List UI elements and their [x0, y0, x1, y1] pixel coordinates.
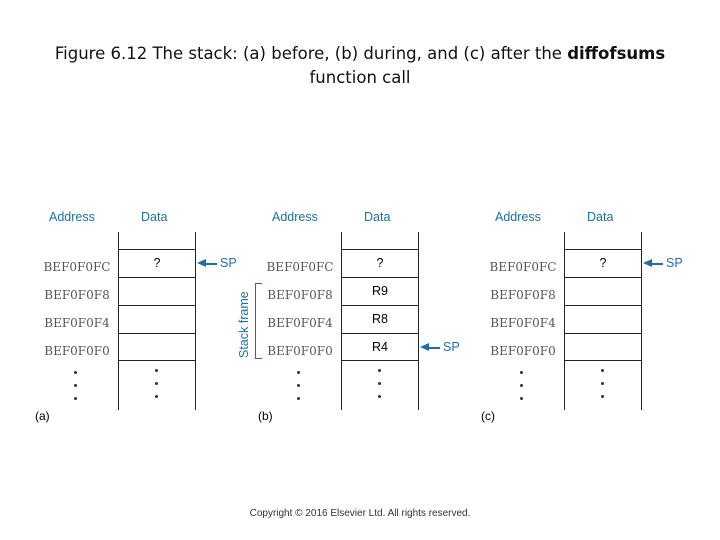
address-header: Address — [49, 210, 95, 224]
address-cell: BEF0F0F8 — [267, 288, 333, 302]
sp-arrowhead — [420, 343, 429, 351]
ellipsis-dot — [601, 395, 604, 398]
sp-arrow — [649, 263, 663, 265]
ellipsis-dot — [297, 371, 300, 374]
address-cell: BEF0F0FC — [43, 260, 111, 274]
ellipsis-dot — [155, 369, 158, 372]
sp-arrowhead — [643, 259, 652, 267]
sp-label: SP — [220, 256, 237, 270]
data-cell: R8 — [342, 305, 418, 333]
ellipsis-dot — [74, 397, 77, 400]
title-prefix: Figure 6.12 The stack: (a) before, (b) d… — [54, 44, 568, 63]
address-cell: BEF0F0F4 — [44, 316, 110, 330]
address-cell: BEF0F0F0 — [490, 344, 556, 358]
address-cell: BEF0F0F4 — [267, 316, 333, 330]
data-cell: ? — [342, 249, 418, 277]
ellipsis-dot — [155, 382, 158, 385]
ellipsis-dot — [74, 384, 77, 387]
ellipsis-dot — [297, 397, 300, 400]
ellipsis-dot — [378, 395, 381, 398]
stack-panel-a: Address Data ? BEF0F0FC BEF0F0F8 BEF0F0F… — [35, 205, 261, 425]
figure-title: Figure 6.12 The stack: (a) before, (b) d… — [40, 42, 680, 90]
ellipsis-dot — [378, 369, 381, 372]
data-cell — [565, 305, 641, 333]
data-header: Data — [364, 210, 391, 224]
stack-frame-label: Stack frame — [237, 291, 251, 358]
ellipsis-dot — [520, 384, 523, 387]
address-cell: BEF0F0F0 — [44, 344, 110, 358]
sp-label: SP — [666, 256, 683, 270]
copyright-notice: Copyright © 2016 Elsevier Ltd. All right… — [249, 508, 471, 519]
data-header: Data — [587, 210, 614, 224]
sp-arrow — [426, 347, 440, 349]
stack-column: ? — [118, 232, 196, 410]
ellipsis-dot — [378, 382, 381, 385]
ellipsis-dot — [520, 397, 523, 400]
ellipsis-dot — [74, 371, 77, 374]
ellipsis-dot — [155, 395, 158, 398]
sp-arrowhead — [197, 259, 206, 267]
ellipsis-dot — [601, 382, 604, 385]
address-cell: BEF0F0F4 — [490, 316, 556, 330]
data-cell: ? — [565, 249, 641, 277]
stack-column: ? — [564, 232, 642, 410]
sp-arrow — [203, 263, 217, 265]
data-cell — [565, 277, 641, 305]
data-cell: ? — [119, 249, 195, 277]
data-cell: R9 — [342, 277, 418, 305]
panel-label: (b) — [258, 409, 273, 423]
address-cell: BEF0F0FC — [266, 260, 334, 274]
panel-label: (c) — [481, 409, 495, 423]
stack-panel-c: Address Data ? BEF0F0FC BEF0F0F8 BEF0F0F… — [481, 205, 707, 425]
address-cell: BEF0F0F0 — [267, 344, 333, 358]
address-cell: BEF0F0F8 — [490, 288, 556, 302]
data-cell — [119, 277, 195, 305]
stack-frame-brace — [255, 283, 262, 359]
stack-column: ? R9 R8 R4 — [341, 232, 419, 410]
title-bold: diffofsums — [567, 44, 666, 63]
ellipsis-dot — [601, 369, 604, 372]
data-cell — [119, 333, 195, 361]
stack-panel-b: Address Data ? R9 R8 R4 BEF0F0FC BEF0F0F… — [237, 205, 484, 425]
panel-label: (a) — [35, 409, 50, 423]
ellipsis-dot — [297, 384, 300, 387]
data-header: Data — [141, 210, 168, 224]
ellipsis-dot — [520, 371, 523, 374]
address-cell: BEF0F0F8 — [44, 288, 110, 302]
address-header: Address — [495, 210, 541, 224]
data-cell: R4 — [342, 333, 418, 361]
data-cell — [565, 333, 641, 361]
data-cell — [119, 305, 195, 333]
address-cell: BEF0F0FC — [489, 260, 557, 274]
title-suffix: function call — [309, 68, 411, 87]
sp-label: SP — [443, 340, 460, 354]
address-header: Address — [272, 210, 318, 224]
